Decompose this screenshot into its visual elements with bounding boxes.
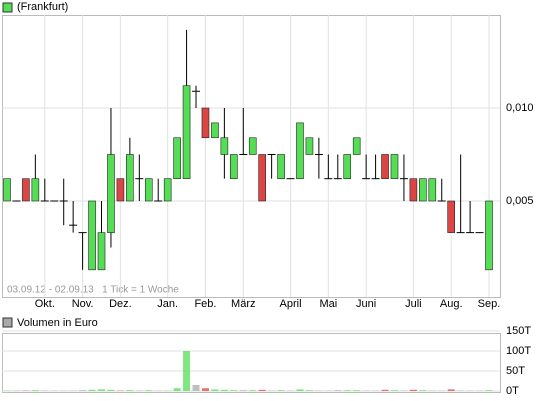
candle-body bbox=[277, 154, 285, 179]
volume-bar bbox=[419, 390, 427, 391]
volume-bar bbox=[98, 389, 106, 391]
volume-bar bbox=[249, 390, 257, 391]
candle-body bbox=[201, 107, 210, 139]
x-tick-label: Jan. bbox=[157, 298, 178, 310]
volume-bar bbox=[296, 389, 304, 391]
candle-body bbox=[343, 154, 352, 179]
volume-bar bbox=[79, 390, 87, 391]
legend-label: (Frankfurt) bbox=[17, 1, 68, 13]
volume-bar bbox=[31, 390, 39, 391]
volume-frame bbox=[2, 333, 501, 393]
candle-body bbox=[381, 154, 389, 179]
volume-bar bbox=[126, 390, 134, 391]
price-frame bbox=[2, 15, 501, 298]
volume-bar bbox=[353, 390, 361, 391]
volume-bar bbox=[173, 388, 181, 391]
candle-body bbox=[182, 85, 191, 179]
candle-body bbox=[22, 178, 30, 202]
candle-body bbox=[97, 232, 106, 271]
candle-body bbox=[296, 122, 304, 179]
candle-body bbox=[3, 178, 11, 202]
volume-bar bbox=[334, 390, 342, 391]
volume-bar bbox=[485, 390, 493, 391]
x-tick-label: März bbox=[231, 298, 255, 310]
y-tick-label: 100T bbox=[506, 345, 531, 357]
candle-body bbox=[126, 154, 134, 202]
candle-body bbox=[107, 154, 115, 233]
candle-body bbox=[173, 137, 181, 179]
y-tick-label: 0,005 bbox=[506, 195, 534, 207]
volume-bar bbox=[447, 389, 455, 391]
volume-bar bbox=[145, 390, 153, 391]
x-tick-label: Feb. bbox=[194, 298, 216, 310]
volume-bar bbox=[88, 389, 96, 391]
volume-bar bbox=[390, 390, 398, 391]
candle-body bbox=[163, 178, 172, 202]
legend-label: Volumen in Euro bbox=[17, 317, 98, 329]
candle-body bbox=[305, 137, 314, 155]
candle-body bbox=[419, 178, 427, 202]
candle-body bbox=[428, 178, 437, 202]
candle-body bbox=[248, 137, 257, 155]
volume-bar bbox=[211, 389, 219, 391]
x-tick-label: Juni bbox=[356, 298, 376, 310]
candle-body bbox=[409, 178, 418, 202]
legend-swatch bbox=[2, 317, 13, 328]
candle-body bbox=[116, 178, 125, 202]
candle-body bbox=[31, 178, 40, 202]
candle-body bbox=[258, 154, 266, 202]
y-tick-label: 150T bbox=[506, 325, 531, 337]
volume-bar bbox=[381, 389, 389, 391]
candle-body bbox=[211, 122, 219, 139]
x-tick-label: Juli bbox=[405, 298, 422, 310]
x-tick-label: April bbox=[280, 298, 302, 310]
volume-bar bbox=[409, 389, 417, 391]
candle-body bbox=[447, 200, 455, 233]
volume-bar bbox=[107, 389, 115, 391]
y-tick-label: 0,010 bbox=[506, 102, 534, 114]
x-tick-label: Mai bbox=[319, 298, 337, 310]
candle-body bbox=[220, 137, 229, 155]
x-tick-label: Nov. bbox=[72, 298, 94, 310]
candle-body bbox=[485, 200, 493, 271]
x-tick-label: Okt. bbox=[35, 298, 55, 310]
candle-body bbox=[88, 200, 96, 271]
candle-body bbox=[390, 154, 399, 179]
volume-bar bbox=[343, 390, 351, 391]
volume-bar bbox=[183, 351, 191, 391]
candle-body bbox=[352, 137, 361, 155]
note: 03.09.12 - 02.09.13 1 Tick = 1 Woche bbox=[7, 285, 179, 296]
volume-bar bbox=[239, 390, 247, 391]
volume-bar bbox=[258, 389, 266, 391]
volume-bar bbox=[220, 389, 228, 391]
volume-bar bbox=[201, 388, 209, 391]
y-tick-label: 50T bbox=[506, 365, 525, 377]
legend-swatch bbox=[2, 2, 13, 13]
x-tick-label: Sep. bbox=[478, 298, 501, 310]
candle-body bbox=[230, 154, 238, 179]
x-tick-label: Dez. bbox=[109, 298, 132, 310]
y-tick-label: 0T bbox=[506, 385, 519, 397]
x-tick-label: Aug. bbox=[440, 298, 463, 310]
volume-bar bbox=[192, 385, 200, 391]
volume-bar bbox=[305, 390, 313, 391]
volume-bar bbox=[277, 390, 285, 391]
candle-body bbox=[144, 178, 153, 202]
volume-bar bbox=[230, 390, 238, 391]
